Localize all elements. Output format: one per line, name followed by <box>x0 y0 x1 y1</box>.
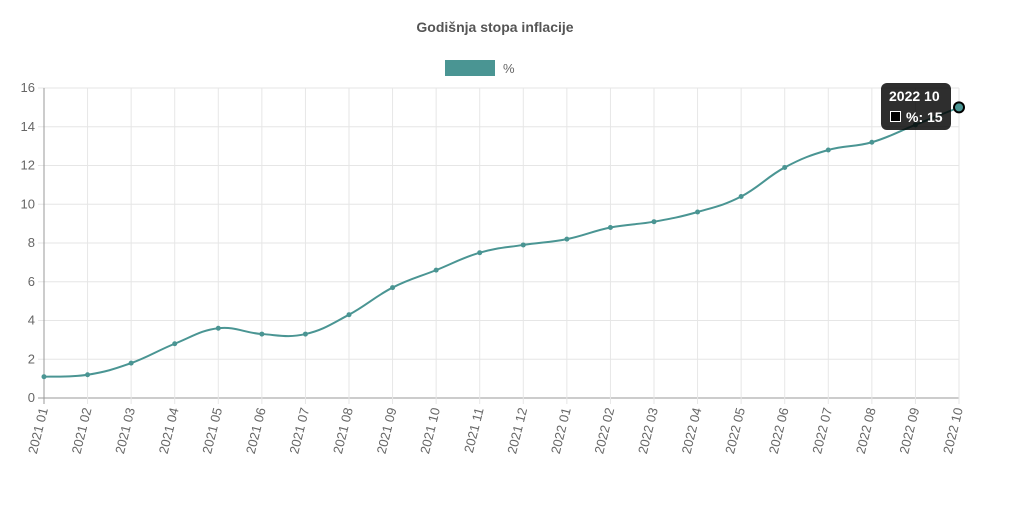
x-tick-label: 2022 08 <box>853 406 879 455</box>
data-point[interactable] <box>433 267 439 273</box>
x-tick-labels: 2021 01 2021 02 2021 03 2021 04 2021 05 2021 … <box>25 406 966 455</box>
series-line <box>43 106 960 378</box>
x-tick-label: 2022 07 <box>809 406 835 455</box>
x-tick-label: 2021 08 <box>330 406 356 455</box>
x-tick-label: 2021 05 <box>199 406 225 455</box>
data-point[interactable] <box>85 372 91 378</box>
data-point[interactable] <box>41 374 47 380</box>
y-tick-label: 14 <box>21 119 35 134</box>
x-tick-label: 2022 04 <box>679 406 705 455</box>
y-tick-label: 10 <box>21 196 35 211</box>
data-point[interactable] <box>346 312 352 318</box>
data-point[interactable] <box>869 139 875 145</box>
tooltip-title: 2022 10 <box>889 88 940 104</box>
data-point[interactable] <box>825 147 831 153</box>
y-tick-label: 8 <box>28 235 35 250</box>
data-point[interactable] <box>782 164 788 170</box>
data-point[interactable] <box>477 250 483 256</box>
x-tick-label: 2022 09 <box>896 406 922 455</box>
data-point[interactable] <box>651 219 657 225</box>
y-tick-label: 4 <box>28 313 35 328</box>
y-tick-label: 16 <box>21 80 35 95</box>
data-point[interactable] <box>520 242 526 248</box>
tooltip-color-box <box>890 111 901 122</box>
legend[interactable]: % <box>445 59 515 77</box>
x-tick-label: 2021 01 <box>25 406 51 455</box>
tooltip-value: %: 15 <box>906 109 943 125</box>
data-point[interactable] <box>128 360 134 366</box>
x-tick-label: 2022 03 <box>635 406 661 455</box>
data-point-active[interactable] <box>953 101 965 114</box>
x-tick-label: 2021 10 <box>417 406 443 455</box>
legend-label[interactable]: % <box>503 60 515 76</box>
x-tick-label: 2021 04 <box>156 406 182 455</box>
series-line-layer <box>43 106 960 378</box>
y-tick-label: 2 <box>28 351 35 366</box>
data-point[interactable] <box>607 225 613 230</box>
y-tick-label: 0 <box>28 390 35 405</box>
x-tick-label: 2021 03 <box>112 406 138 455</box>
data-point[interactable] <box>390 285 396 291</box>
legend-swatch[interactable] <box>445 60 495 76</box>
x-tick-label: 2022 05 <box>722 406 748 455</box>
x-tick-label: 2022 10 <box>940 406 966 455</box>
x-tick-label: 2021 12 <box>504 406 530 455</box>
x-tick-label: 2021 06 <box>243 406 269 455</box>
x-tick-label: 2022 01 <box>548 406 574 455</box>
x-tick-label: 2022 06 <box>766 406 792 455</box>
data-point[interactable] <box>564 236 570 242</box>
x-tick-label: 2021 11 <box>461 406 487 454</box>
y-tick-label: 6 <box>28 274 35 289</box>
x-tick-label: 2021 07 <box>286 406 312 455</box>
grid-lines <box>38 87 960 404</box>
data-point[interactable] <box>302 331 308 337</box>
y-tick-label: 12 <box>21 158 35 173</box>
data-points <box>41 101 965 380</box>
x-tick-label: 2021 02 <box>69 406 95 455</box>
data-point[interactable] <box>259 331 265 337</box>
x-tick-label: 2021 09 <box>374 406 400 455</box>
tooltip: 2022 10 %: 15 <box>881 83 951 130</box>
x-tick-label: 2022 02 <box>591 406 617 455</box>
data-point[interactable] <box>172 341 178 347</box>
y-tick-labels: 0 2 4 6 8 10 12 14 16 <box>21 80 35 405</box>
data-point[interactable] <box>695 209 701 215</box>
data-point[interactable] <box>215 325 221 331</box>
data-point[interactable] <box>738 194 744 199</box>
chart-title: Godišnja stopa inflacije <box>416 19 574 35</box>
